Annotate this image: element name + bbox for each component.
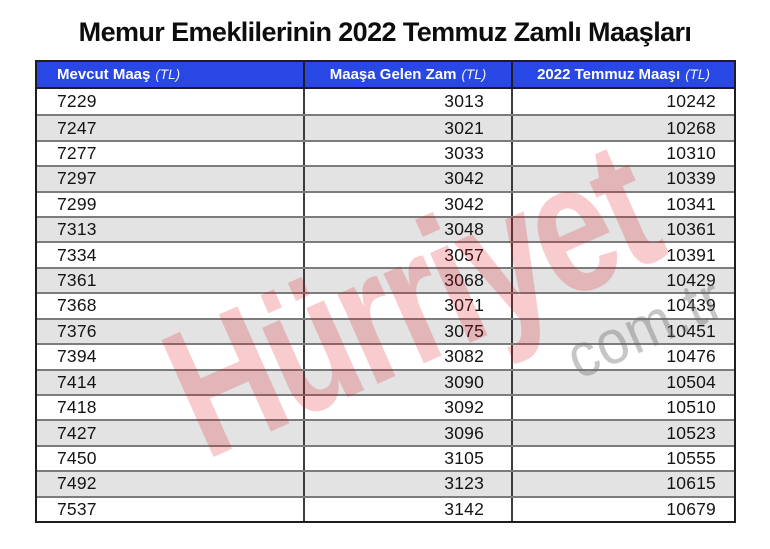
cell-raise-amount: 3068: [305, 268, 513, 293]
cell-july-salary: 10523: [666, 422, 716, 443]
cell-raise-amount: 3013: [305, 89, 513, 115]
cell-raise-amount: 3082: [305, 345, 513, 369]
cell-current-salary: 7492: [37, 472, 305, 496]
cell-current-salary: 7537: [37, 497, 305, 521]
cell-july-salary: 10510: [666, 397, 716, 418]
cell-raise-amount: 3048: [305, 218, 513, 242]
cell-july-salary: 10451: [666, 320, 716, 341]
table-row: 7394 3082 10476: [37, 343, 734, 369]
cell-raise-amount: 3090: [305, 370, 513, 394]
cell-july-salary: 10268: [666, 117, 716, 138]
cell-raise-amount: 3142: [305, 497, 513, 521]
cell-july-salary: 10361: [666, 219, 716, 240]
cell-july-salary: 10242: [666, 91, 716, 112]
table-body: 7229 3013 10242 7247 3021 10268 7277 3033 10310 7…: [37, 89, 734, 521]
table-row: 7334 3057 10391: [37, 241, 734, 267]
cell-raise-amount: 3105: [305, 446, 513, 471]
cell-july-salary: 10339: [666, 168, 716, 189]
column-header-unit: (TL): [155, 67, 181, 82]
cell-current-salary: 7334: [37, 243, 305, 267]
cell-raise-amount: 3042: [305, 192, 513, 217]
table-row: 7418 3092 10510: [37, 393, 734, 420]
column-header-label: Mevcut Maaş: [57, 66, 151, 83]
salary-table: Mevcut Maaş (TL) Maaşa Gelen Zam (TL) 20…: [35, 60, 736, 523]
cell-raise-amount: 3021: [305, 116, 513, 140]
cell-current-salary: 7277: [37, 141, 305, 166]
table-row: 7297 3042 10339: [37, 165, 734, 191]
cell-current-salary: 7376: [37, 319, 305, 344]
cell-raise-amount: 3075: [305, 319, 513, 344]
table-row: 7376 3075 10451: [37, 317, 734, 344]
cell-current-salary: 7297: [37, 167, 305, 191]
table-row: 7229 3013 10242: [37, 89, 734, 115]
cell-july-salary: 10310: [666, 143, 716, 164]
cell-current-salary: 7418: [37, 395, 305, 420]
table-row: 7313 3048 10361: [37, 216, 734, 242]
cell-july-salary: 10555: [666, 447, 716, 468]
page-title: Memur Emeklilerinin 2022 Temmuz Zamlı Ma…: [78, 17, 692, 47]
cell-july-salary: 10615: [666, 473, 716, 494]
cell-july-salary: 10429: [666, 270, 716, 291]
cell-current-salary: 7394: [37, 345, 305, 369]
table-row: 7427 3096 10523: [37, 419, 734, 445]
table-row: 7450 3105 10555: [37, 444, 734, 471]
cell-raise-amount: 3057: [305, 243, 513, 267]
column-header-current-salary: Mevcut Maaş (TL): [37, 62, 305, 87]
cell-raise-amount: 3123: [305, 472, 513, 496]
cell-july-salary: 10504: [666, 371, 716, 392]
column-header-july-2022-salary: 2022 Temmuz Maaşı (TL): [513, 62, 734, 87]
cell-current-salary: 7247: [37, 116, 305, 140]
column-header-raise-amount: Maaşa Gelen Zam (TL): [305, 62, 513, 87]
cell-july-salary: 10439: [666, 295, 716, 316]
cell-july-salary: 10679: [666, 498, 716, 519]
cell-raise-amount: 3071: [305, 294, 513, 318]
cell-raise-amount: 3096: [305, 421, 513, 445]
table-row: 7247 3021 10268: [37, 114, 734, 140]
cell-current-salary: 7427: [37, 421, 305, 445]
table-row: 7277 3033 10310: [37, 139, 734, 166]
table-row: 7299 3042 10341: [37, 190, 734, 217]
table-row: 7492 3123 10615: [37, 470, 734, 496]
column-header-unit: (TL): [685, 67, 710, 82]
table-row: 7414 3090 10504: [37, 368, 734, 394]
cell-raise-amount: 3092: [305, 395, 513, 420]
cell-current-salary: 7361: [37, 268, 305, 293]
cell-july-salary: 10476: [666, 346, 716, 367]
table-row: 7537 3142 10679: [37, 495, 734, 521]
table-row: 7368 3071 10439: [37, 292, 734, 318]
table-row: 7361 3068 10429: [37, 266, 734, 293]
cell-current-salary: 7299: [37, 192, 305, 217]
cell-raise-amount: 3042: [305, 167, 513, 191]
cell-current-salary: 7450: [37, 446, 305, 471]
table-header-row: Mevcut Maaş (TL) Maaşa Gelen Zam (TL) 20…: [37, 62, 734, 89]
cell-current-salary: 7313: [37, 218, 305, 242]
column-header-label: 2022 Temmuz Maaşı: [537, 66, 681, 83]
column-header-unit: (TL): [461, 67, 487, 82]
cell-current-salary: 7368: [37, 294, 305, 318]
cell-july-salary: 10341: [666, 193, 716, 214]
column-header-label: Maaşa Gelen Zam: [329, 66, 457, 83]
cell-current-salary: 7414: [37, 370, 305, 394]
cell-july-salary: 10391: [666, 244, 716, 265]
cell-current-salary: 7229: [37, 89, 305, 115]
cell-raise-amount: 3033: [305, 141, 513, 166]
